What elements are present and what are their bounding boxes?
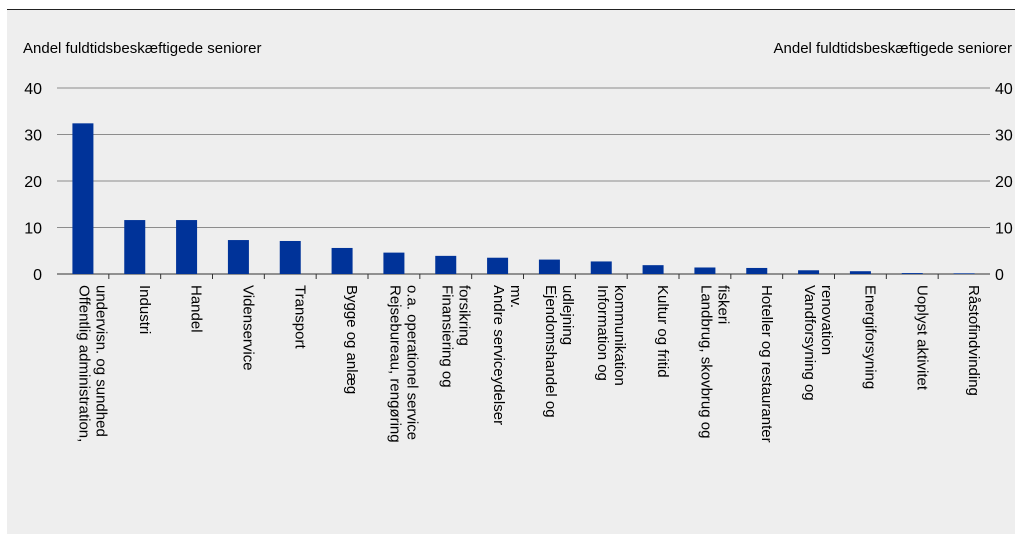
bar [435, 255, 457, 274]
bar [124, 220, 146, 274]
y-tick-label-right: 20 [995, 174, 1013, 191]
y-tick-label-right: 0 [995, 267, 1004, 284]
bar [383, 252, 405, 274]
bar [176, 220, 198, 274]
bar [331, 247, 353, 274]
y-tick-label-left: 30 [24, 128, 42, 145]
x-tick-label: Offentlig administration,undervisn. og s… [75, 285, 109, 442]
chart-panel [7, 10, 1015, 534]
bar [487, 257, 509, 274]
x-tick-label: Hoteller og restauranter [758, 285, 775, 443]
x-tick-label: Vandforsyning ogrenovation [801, 285, 835, 401]
bar [746, 267, 768, 274]
bar [953, 273, 975, 274]
x-tick-label: Råstofindvinding [965, 285, 982, 396]
y-tick-label-right: 40 [995, 81, 1013, 98]
bar [694, 267, 716, 274]
y-tick-label-right: 30 [995, 128, 1013, 145]
bar [849, 271, 871, 274]
y-tick-label-left: 0 [33, 267, 42, 284]
x-tick-label: Bygge og anlæg [343, 285, 360, 394]
y-tick-label-left: 10 [24, 221, 42, 238]
top-rule [7, 9, 1015, 10]
x-tick-label: Information ogkommunikation [594, 285, 628, 386]
y-tick-label-right: 10 [995, 221, 1013, 238]
y-tick-label-left: 40 [24, 81, 42, 98]
bar [901, 273, 923, 274]
y-axis-label-right: Andel fuldtidsbeskæftigede seniorer [773, 40, 1012, 57]
x-tick-label: Ejendomshandel ogudlejning [542, 285, 576, 418]
bar [538, 259, 560, 274]
x-tick-label: Finansiering ogforsikring [438, 285, 472, 388]
bar [279, 240, 301, 274]
x-tick-label: Kultur og fritid [654, 285, 671, 378]
x-tick-label: Andre serviceydelsermv. [490, 285, 524, 425]
x-tick-label: Rejsebureau, rengøringo.a. operationel s… [386, 285, 420, 443]
bar [590, 261, 612, 274]
bar [798, 270, 820, 274]
bar [227, 240, 249, 274]
bar [72, 123, 94, 274]
x-tick-label: Videnservice [239, 285, 256, 371]
x-tick-label: Energiforsyning [861, 285, 878, 389]
x-tick-label: Handel [188, 285, 205, 333]
x-tick-label: Uoplyst aktivitet [913, 285, 930, 391]
y-axis-label-left: Andel fuldtidsbeskæftigede seniorer [23, 40, 262, 57]
y-tick-label-left: 20 [24, 174, 42, 191]
x-tick-label: Landbrug, skovbrug ogfiskeri [697, 285, 731, 438]
bar [642, 265, 664, 274]
x-tick-label: Industri [136, 285, 153, 334]
x-tick-label: Transport [291, 285, 308, 349]
